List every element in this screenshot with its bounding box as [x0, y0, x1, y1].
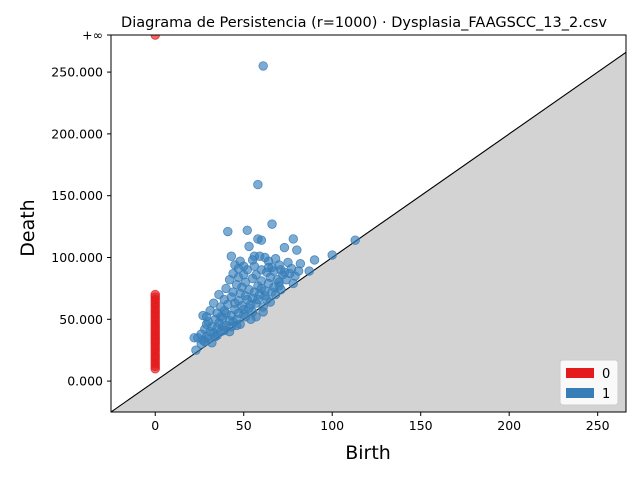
legend-label: 1 — [602, 387, 610, 402]
plot-area — [111, 34, 626, 412]
point-h1 — [226, 251, 237, 261]
point-h1 — [224, 275, 235, 285]
point-h1 — [216, 312, 226, 322]
point-h1 — [254, 251, 265, 261]
point-h1 — [239, 270, 249, 280]
point-h1 — [246, 314, 256, 324]
x-tick-label: 100 — [320, 418, 344, 433]
y-tick-label-infinity: +∞ — [82, 28, 103, 43]
point-h0 — [150, 364, 160, 374]
point-h1 — [212, 330, 222, 341]
x-tick-label: 250 — [586, 418, 610, 433]
point-h1 — [249, 261, 260, 271]
point-h1 — [258, 61, 268, 71]
legend-swatch — [566, 388, 594, 398]
chart-title: Diagrama de Persistencia (r=1000) · Dysp… — [121, 15, 607, 31]
point-h1 — [230, 298, 240, 308]
y-tick-label: 0.000 — [67, 374, 103, 389]
point-h1 — [224, 326, 235, 337]
x-tick-label: 0 — [151, 418, 159, 433]
point-h1 — [256, 235, 267, 245]
y-axis-title: Death — [17, 199, 39, 256]
point-h1 — [244, 241, 254, 252]
y-tick-label: 250.000 — [51, 65, 103, 80]
y-tick-label: 100.000 — [51, 250, 103, 265]
legend-label: 0 — [602, 367, 610, 382]
point-h1 — [309, 255, 320, 265]
x-axis-title: Birth — [345, 442, 391, 464]
point-h1 — [256, 283, 267, 294]
point-h1 — [239, 304, 249, 315]
point-h1 — [217, 322, 228, 332]
point-h1 — [198, 310, 208, 321]
point-h1 — [288, 234, 298, 244]
point-h1 — [327, 250, 337, 260]
legend-swatch — [566, 368, 594, 378]
axes: 0 50 100 150 200 250 0.000 50.000 100.000 150.000… — [51, 28, 627, 433]
x-tick-label: 150 — [409, 418, 433, 433]
point-h1 — [231, 320, 242, 331]
point-h1 — [189, 333, 199, 343]
point-h1 — [285, 268, 295, 279]
x-tick-label: 200 — [497, 418, 521, 433]
point-h1 — [242, 294, 252, 305]
plot-frame — [110, 34, 627, 413]
point-h1 — [267, 287, 277, 297]
point-h1 — [267, 219, 277, 229]
point-h1 — [265, 297, 275, 307]
point-h1 — [293, 266, 304, 276]
y-tick-label: 200.000 — [51, 126, 103, 141]
point-h1 — [279, 242, 290, 253]
point-h1 — [191, 345, 201, 355]
point-h1 — [272, 275, 283, 285]
point-h1 — [288, 278, 298, 289]
x-tick-label: 50 — [236, 418, 252, 433]
y-tick-label: 150.000 — [51, 188, 103, 203]
point-h1 — [207, 338, 217, 348]
point-h1 — [350, 235, 360, 245]
point-h1 — [263, 278, 274, 289]
point-h1 — [223, 226, 233, 237]
point-h1 — [235, 288, 245, 299]
y-tick-label: 50.000 — [59, 312, 103, 327]
point-h1 — [276, 265, 286, 275]
legend: 01 — [559, 359, 619, 406]
point-h1 — [242, 225, 252, 235]
point-h1 — [247, 273, 258, 284]
point-h1 — [304, 266, 314, 276]
point-h1 — [258, 307, 268, 317]
point-h1 — [253, 179, 263, 190]
point-h1 — [292, 245, 302, 255]
point-h1 — [233, 263, 244, 274]
